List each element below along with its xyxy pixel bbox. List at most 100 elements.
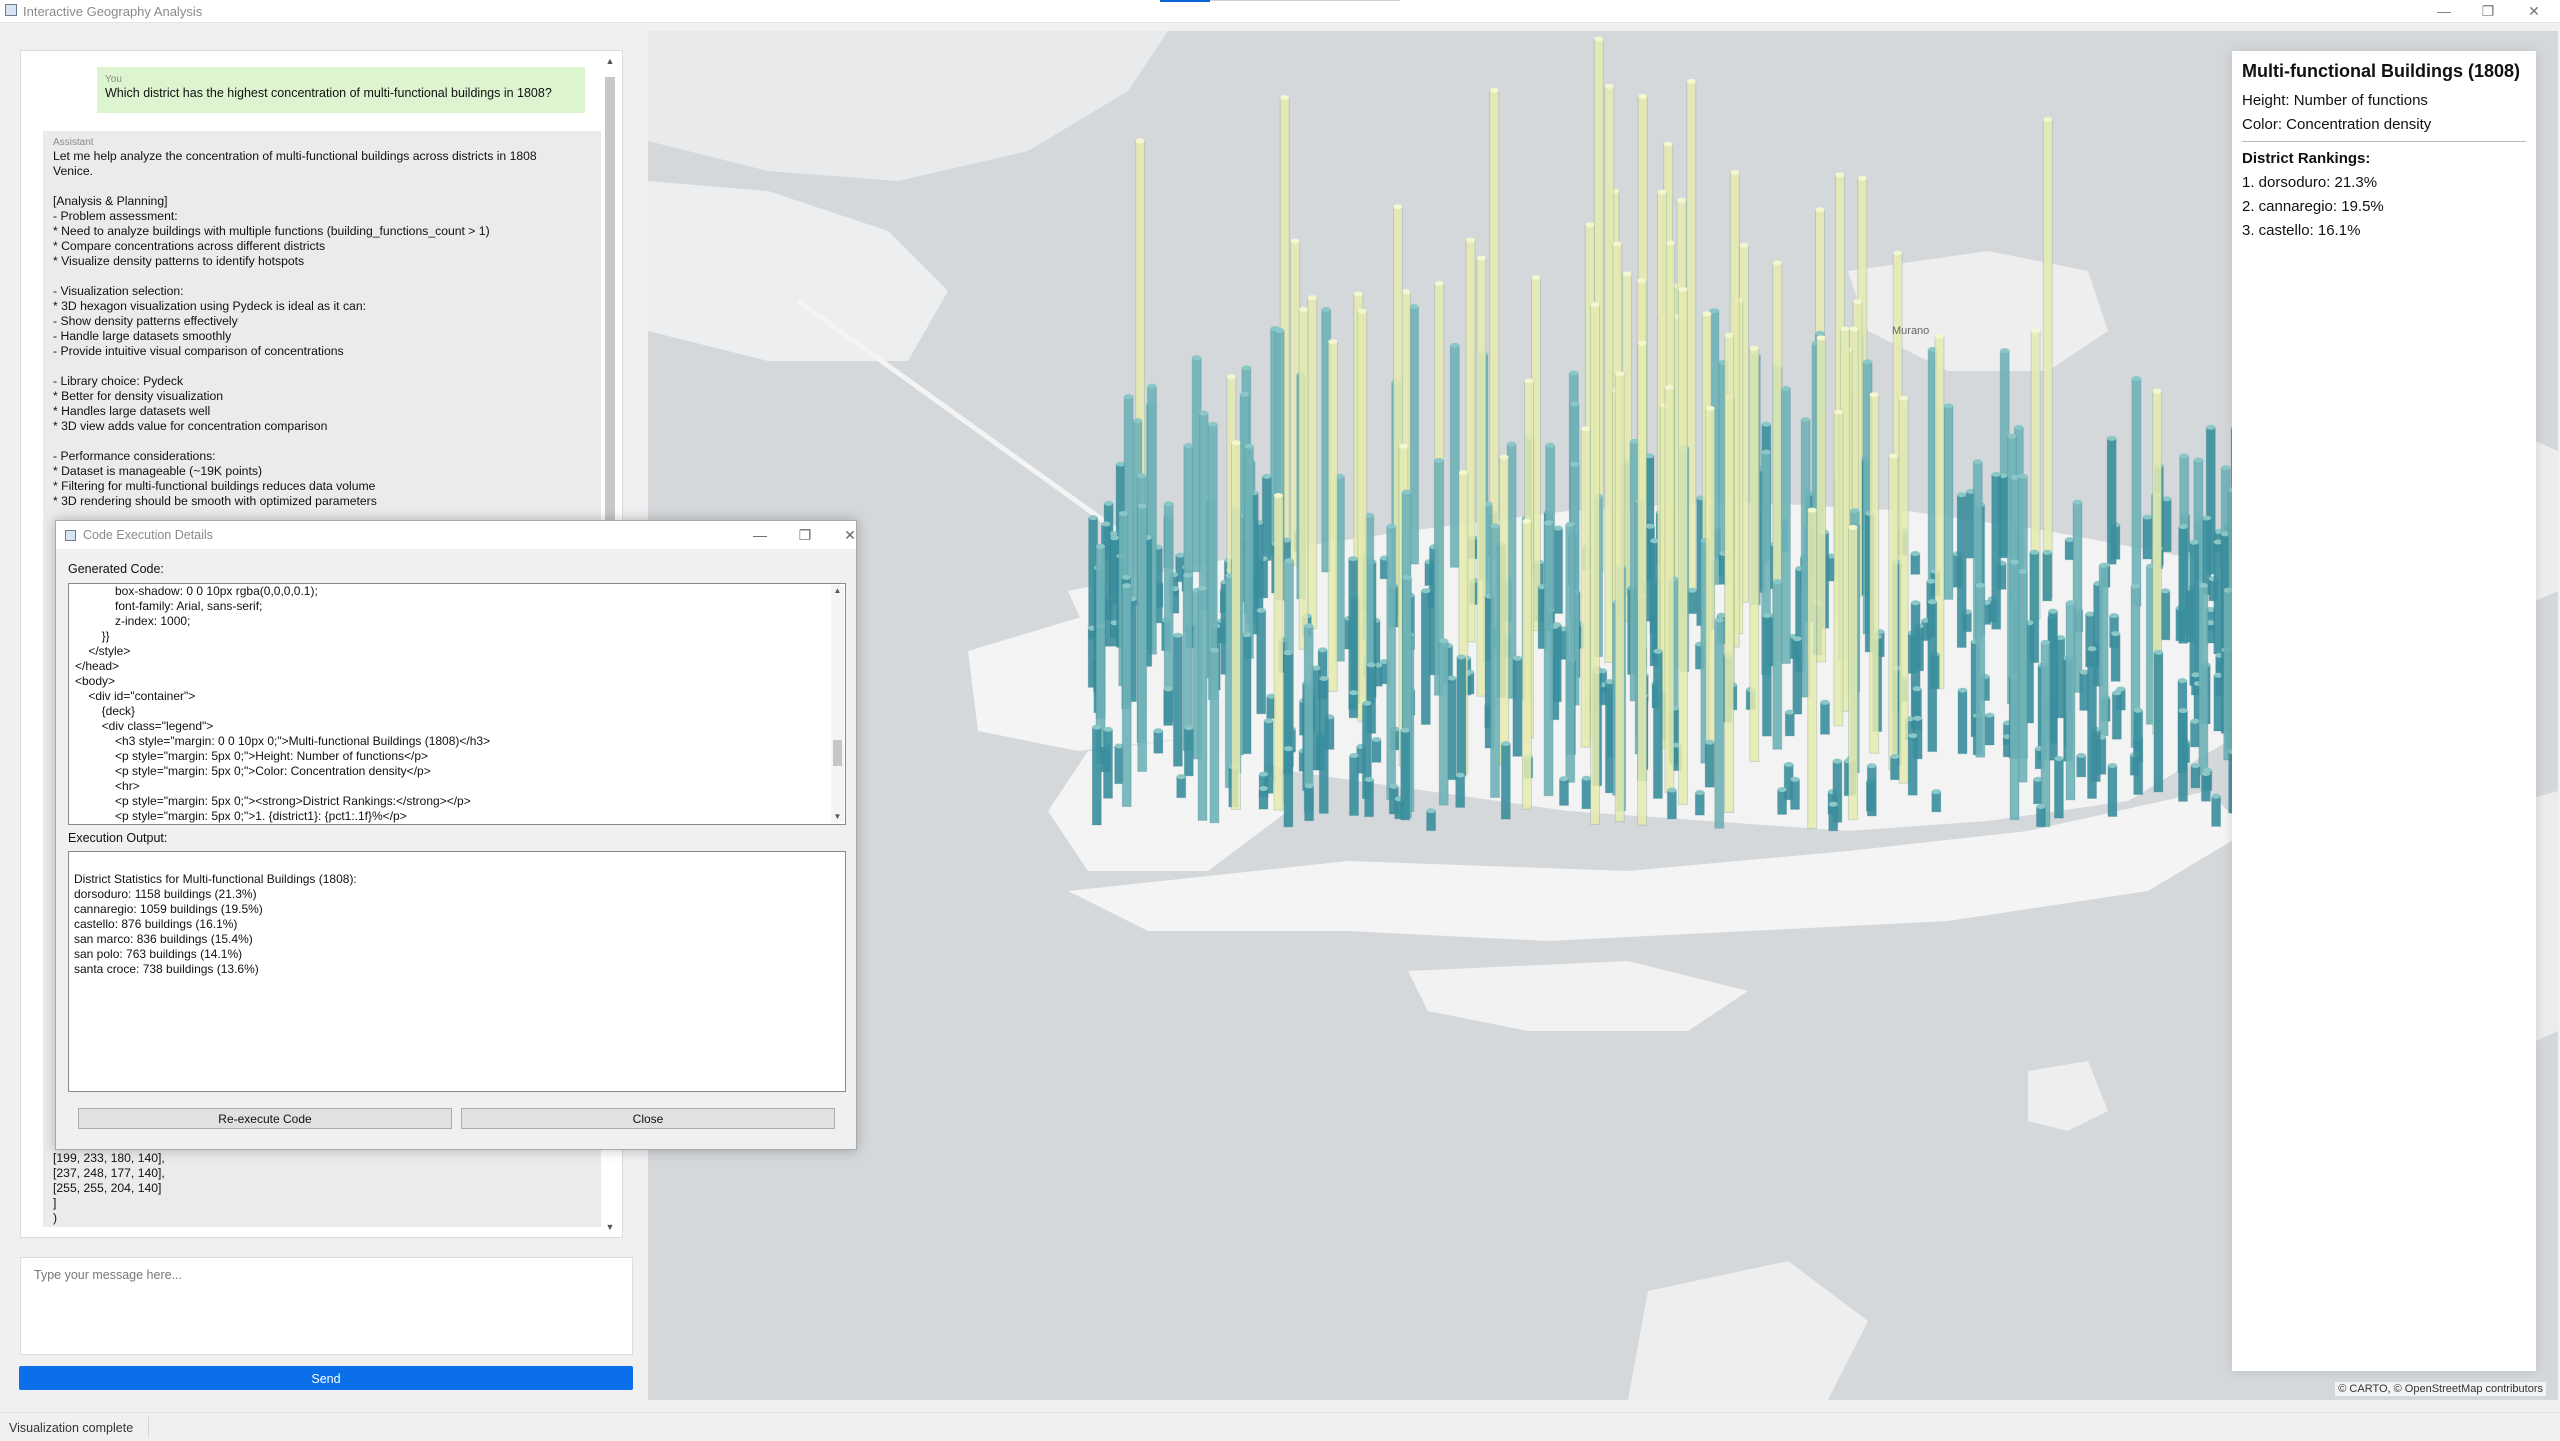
hexagon-column[interactable] <box>1869 394 1880 754</box>
hexagon-column[interactable] <box>1137 505 1148 772</box>
hexagon-column[interactable] <box>1666 789 1677 820</box>
code-scroll-up-icon[interactable]: ▲ <box>833 586 842 595</box>
scroll-up-arrow-icon[interactable]: ▲ <box>605 56 615 66</box>
hexagon-column[interactable] <box>2107 765 2118 817</box>
hexagon-column[interactable] <box>1888 455 1899 771</box>
hexagon-column[interactable] <box>1590 304 1600 825</box>
hexagon-column[interactable] <box>1543 522 1554 797</box>
hexagon-column[interactable] <box>1489 89 1500 558</box>
hexagon-column[interactable] <box>1637 342 1648 826</box>
hexagon-column[interactable] <box>2131 378 2142 607</box>
hexagon-column[interactable] <box>1499 456 1510 766</box>
minimize-button[interactable]: — <box>2437 3 2451 19</box>
hexagon-column[interactable] <box>1261 475 1272 561</box>
hexagon-column[interactable] <box>2009 561 2020 821</box>
code-scrollbar[interactable]: ▲ ▼ <box>831 585 844 823</box>
message-input[interactable]: Type your message here... <box>20 1257 633 1355</box>
hexagon-column[interactable] <box>2042 551 2053 602</box>
hexagon-column[interactable] <box>1678 289 1688 805</box>
map-attribution[interactable]: © CARTO, © OpenStreetMap contributors <box>2335 1382 2546 1396</box>
hexagon-column[interactable] <box>2065 602 2076 801</box>
hexagon-column[interactable] <box>1091 726 1102 826</box>
hexagon-column[interactable] <box>1614 373 1625 823</box>
hexagon-column[interactable] <box>2200 773 2211 802</box>
hexagon-column[interactable] <box>1298 309 1309 650</box>
dialog-close-button[interactable]: Close <box>461 1108 835 1129</box>
hexagon-column[interactable] <box>1256 609 1267 715</box>
hexagon-column[interactable] <box>1652 650 1663 799</box>
hexagon-column[interactable] <box>1456 656 1467 777</box>
hexagon-column[interactable] <box>2098 564 2109 737</box>
hexagon-column[interactable] <box>2110 633 2121 682</box>
hexagon-column[interactable] <box>2178 710 2188 802</box>
hexagon-column[interactable] <box>1705 407 1716 785</box>
hexagon-column[interactable] <box>2198 585 2209 776</box>
dialog-restore-button[interactable]: ❐ <box>798 527 812 543</box>
hexagon-column[interactable] <box>1991 473 2002 630</box>
hexagon-column[interactable] <box>1833 411 1844 727</box>
dialog-titlebar[interactable]: Code Execution Details — ❐ ✕ <box>56 521 856 549</box>
hexagon-column[interactable] <box>1348 558 1359 710</box>
hexagon-column[interactable] <box>1777 789 1788 815</box>
hexagon-column[interactable] <box>1910 553 1921 575</box>
generated-code-textarea[interactable]: box-shadow: 0 0 10px rgba(0,0,0,0.1); fo… <box>68 583 846 825</box>
dialog-minimize-button[interactable]: — <box>753 527 767 543</box>
execution-output-textarea[interactable]: District Statistics for Multi-functional… <box>68 851 846 1092</box>
hexagon-column[interactable] <box>1153 730 1164 754</box>
hexagon-column[interactable] <box>1307 297 1318 630</box>
hexagon-column[interactable] <box>1426 810 1437 832</box>
hexagon-column[interactable] <box>1898 397 1909 784</box>
hexagon-column[interactable] <box>1400 729 1411 821</box>
hexagon-column[interactable] <box>2142 516 2153 560</box>
hexagon-column[interactable] <box>1364 779 1375 818</box>
hexagon-column[interactable] <box>1258 788 1269 810</box>
hexagon-column[interactable] <box>1420 590 1431 726</box>
hexagon-column[interactable] <box>1318 678 1329 814</box>
hexagon-column[interactable] <box>2053 758 2064 819</box>
hexagon-column[interactable] <box>2190 720 2200 748</box>
hexagon-column[interactable] <box>2190 765 2201 789</box>
hexagon-column[interactable] <box>1866 765 1877 817</box>
restore-button[interactable]: ❐ <box>2481 3 2495 19</box>
hexagon-column[interactable] <box>2160 590 2171 641</box>
hexagon-column[interactable] <box>1984 714 1995 746</box>
hexagon-column[interactable] <box>1907 735 1918 796</box>
hexagon-column[interactable] <box>1231 442 1241 810</box>
hexagon-column[interactable] <box>1449 344 1460 568</box>
hexagon-column[interactable] <box>1490 525 1500 798</box>
hexagon-column[interactable] <box>1273 495 1284 811</box>
hexagon-column[interactable] <box>1438 640 1449 806</box>
dialog-close-icon[interactable]: ✕ <box>844 527 856 543</box>
hexagon-column[interactable] <box>1848 527 1858 821</box>
hexagon-column[interactable] <box>2106 437 2117 565</box>
hexagon-column[interactable] <box>1565 523 1576 783</box>
hexagon-column[interactable] <box>1182 574 1193 751</box>
hexagon-column[interactable] <box>1348 692 1359 719</box>
code-execution-dialog[interactable]: Code Execution Details — ❐ ✕ Generated C… <box>55 520 857 1150</box>
send-button[interactable]: Send <box>19 1366 633 1390</box>
hexagon-column[interactable] <box>1283 748 1294 828</box>
map-canvas[interactable] <box>648 31 2558 1400</box>
code-scroll-down-icon[interactable]: ▼ <box>833 812 842 821</box>
hexagon-column[interactable] <box>1780 388 1791 664</box>
hexagon-column[interactable] <box>1957 689 1968 755</box>
hexagon-column[interactable] <box>1816 337 1827 663</box>
hexagon-column[interactable] <box>1327 341 1338 692</box>
hexagon-column[interactable] <box>2111 692 2122 740</box>
hexagon-column[interactable] <box>1828 803 1839 832</box>
hexagon-column[interactable] <box>1943 405 1954 600</box>
hexagon-column[interactable] <box>1500 743 1511 820</box>
hexagon-column[interactable] <box>2133 709 2144 795</box>
hexagon-column[interactable] <box>1724 334 1735 813</box>
hexagon-column[interactable] <box>1790 778 1800 810</box>
scroll-down-arrow-icon[interactable]: ▼ <box>605 1222 615 1232</box>
hexagon-column[interactable] <box>1559 778 1569 806</box>
hexagon-column[interactable] <box>2040 641 2051 828</box>
hexagon-column[interactable] <box>1455 774 1466 808</box>
hexagon-column[interactable] <box>2153 651 2164 793</box>
hexagon-column[interactable] <box>1580 428 1591 748</box>
hexagon-column[interactable] <box>1176 776 1187 799</box>
hexagon-column[interactable] <box>2042 119 2053 598</box>
hexagon-column[interactable] <box>1163 688 1174 726</box>
hexagon-column[interactable] <box>1931 791 1942 813</box>
